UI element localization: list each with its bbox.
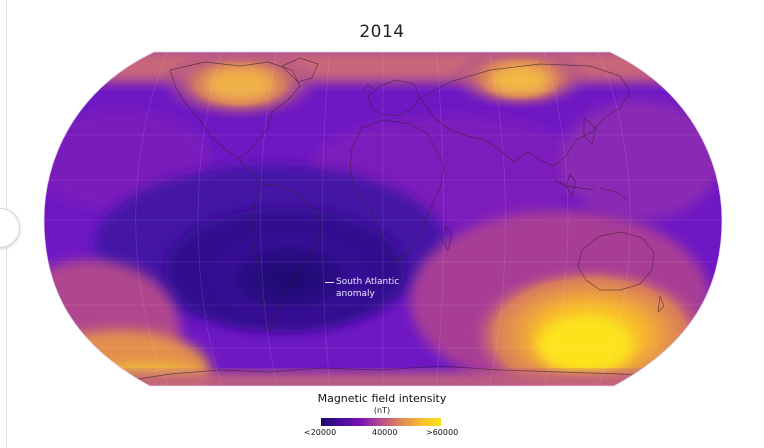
anomaly-label-line1: South Atlantic bbox=[336, 277, 400, 287]
map-title: 2014 bbox=[359, 22, 405, 42]
intensity-field bbox=[44, 52, 722, 386]
legend-mid-label: 40000 bbox=[372, 428, 398, 437]
graticule bbox=[44, 52, 722, 386]
legend-max-label: >60000 bbox=[426, 428, 459, 437]
legend-min-label: <20000 bbox=[304, 428, 337, 437]
anomaly-annotation: South Atlantic anomaly bbox=[336, 276, 399, 300]
projection-outline bbox=[43, 51, 723, 387]
legend-unit: (nT) bbox=[373, 406, 391, 415]
legend-title: Magnetic field intensity bbox=[317, 392, 447, 405]
coastlines bbox=[119, 57, 681, 383]
anomaly-label-line2: anomaly bbox=[336, 289, 375, 299]
anomaly-pointer bbox=[325, 282, 334, 283]
legend-color-bar bbox=[321, 418, 441, 426]
